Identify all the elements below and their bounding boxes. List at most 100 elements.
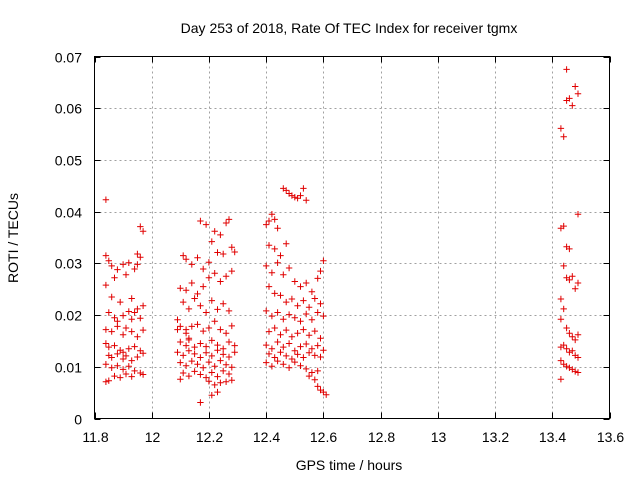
data-point-marker (231, 248, 238, 256)
data-point-marker (119, 349, 127, 356)
data-point-marker (320, 257, 327, 264)
data-point-marker (208, 337, 215, 344)
data-point-marker (311, 327, 318, 335)
data-point-marker (217, 278, 224, 285)
data-point-marker (102, 361, 110, 368)
data-point-marker (297, 362, 304, 369)
data-point-marker (317, 335, 324, 342)
x-tick-label: 13.4 (539, 429, 566, 445)
data-point-marker (214, 388, 221, 396)
data-point-marker (105, 309, 112, 316)
data-point-marker (566, 95, 573, 102)
data-point-marker (182, 362, 190, 369)
data-point-marker (200, 327, 207, 335)
data-point-marker (285, 340, 293, 347)
data-point-marker (134, 353, 141, 361)
data-point-marker (131, 343, 138, 350)
data-point-marker (268, 269, 276, 276)
data-point-marker (117, 374, 124, 381)
data-point-marker (308, 288, 316, 295)
data-point-marker (214, 347, 221, 354)
data-point-marker (268, 363, 276, 370)
data-point-marker (569, 102, 576, 109)
x-tick-label: 12 (145, 429, 161, 445)
data-point-marker (211, 228, 218, 235)
x-axis-label: GPS time / hours (296, 457, 403, 473)
data-point-marker (263, 307, 270, 315)
data-point-marker (122, 324, 130, 332)
data-point-marker (566, 276, 573, 284)
data-point-marker (125, 308, 132, 315)
data-point-marker (182, 330, 190, 337)
data-point-marker (182, 287, 190, 294)
data-point-marker (574, 279, 582, 287)
data-point-marker (572, 285, 579, 292)
data-point-marker (222, 219, 230, 227)
data-point-marker (271, 245, 278, 253)
data-point-marker (205, 378, 213, 385)
data-point-marker (191, 350, 198, 358)
data-point-marker (214, 249, 221, 256)
data-point-marker (285, 364, 293, 371)
data-point-marker (228, 244, 235, 251)
plot-frame (94, 56, 610, 419)
y-tick-label: 0.06 (55, 101, 82, 117)
y-tick-label: 0.02 (55, 308, 82, 324)
data-point-marker (139, 350, 147, 357)
data-point-marker (220, 250, 227, 258)
data-point-marker (280, 316, 287, 323)
data-point-marker (185, 305, 193, 313)
data-point-marker (194, 361, 201, 368)
data-point-marker (134, 333, 141, 340)
x-tick-label: 11.8 (82, 429, 108, 445)
data-point-marker (311, 295, 318, 302)
y-tick-label: 0.03 (55, 256, 82, 272)
data-point-marker (111, 274, 118, 281)
data-point-marker (274, 357, 281, 365)
data-point-marker (214, 373, 221, 380)
data-point-marker (119, 312, 127, 319)
data-point-marker (297, 343, 304, 350)
data-point-marker (128, 316, 135, 323)
data-point-marker (314, 367, 321, 375)
data-point-marker (102, 378, 110, 385)
data-point-marker (191, 368, 198, 375)
data-point-marker (228, 322, 235, 330)
data-point-marker (294, 302, 301, 309)
data-point-marker (574, 211, 582, 218)
data-point-marker (288, 295, 296, 303)
data-point-marker (108, 328, 115, 335)
x-tick-label: 12.6 (310, 429, 337, 445)
data-point-marker (303, 197, 310, 204)
data-point-marker (114, 350, 121, 358)
data-point-marker (122, 352, 130, 360)
data-point-marker (320, 347, 327, 354)
data-point-marker (231, 342, 238, 349)
data-point-marker (317, 267, 324, 275)
data-point-marker (200, 364, 207, 371)
data-point-marker (228, 267, 235, 275)
data-point-marker (134, 261, 141, 268)
data-point-marker (268, 345, 276, 352)
y-tick-label: 0.01 (55, 360, 82, 376)
data-point-marker (111, 314, 118, 321)
data-point-marker (211, 381, 218, 389)
data-point-marker (557, 376, 565, 383)
data-point-marker (108, 354, 115, 361)
data-point-marker (557, 357, 565, 364)
data-point-marker (137, 254, 144, 261)
data-point-marker (305, 372, 313, 380)
data-point-marker (308, 345, 316, 352)
data-point-marker (291, 358, 298, 366)
data-point-marker (108, 262, 115, 270)
data-point-marker (180, 352, 187, 359)
data-point-marker (300, 185, 307, 192)
data-point-marker (125, 259, 132, 266)
data-point-marker (285, 311, 293, 318)
data-point-marker (574, 354, 582, 361)
data-point-marker (128, 357, 135, 364)
data-point-marker (108, 364, 115, 371)
data-point-marker (119, 366, 127, 373)
data-point-marker (137, 223, 144, 230)
